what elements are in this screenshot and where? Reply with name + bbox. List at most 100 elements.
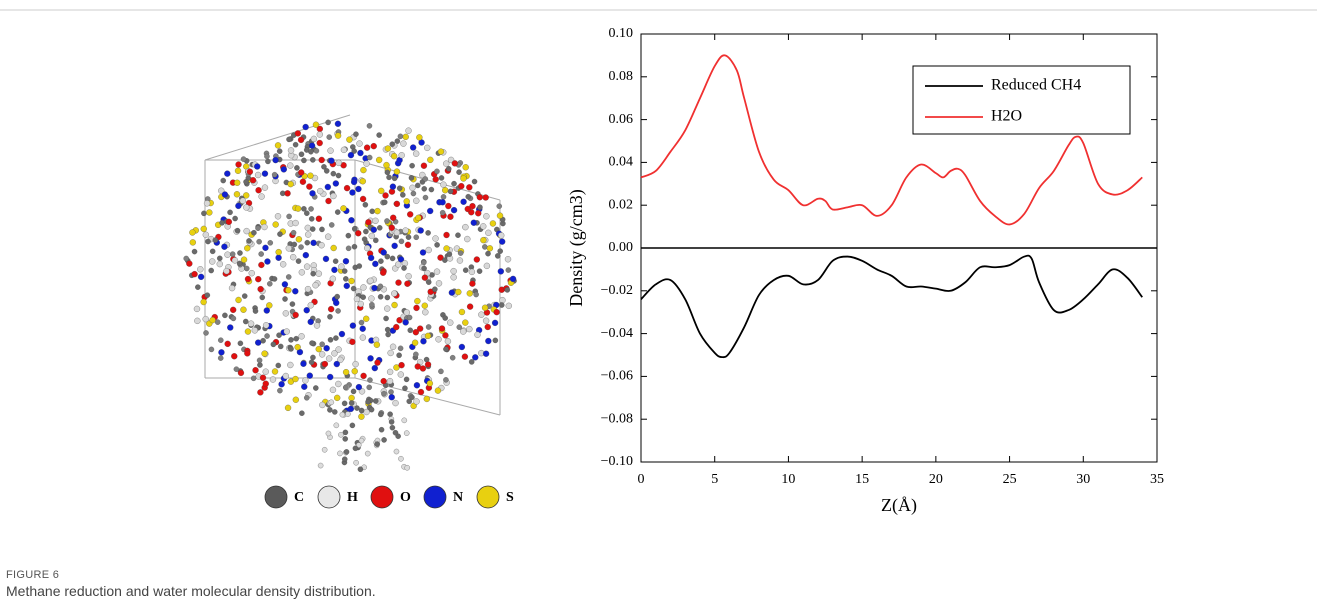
atom (234, 179, 241, 186)
atom (397, 345, 404, 352)
atom (353, 131, 359, 137)
atom (373, 237, 379, 244)
atom (324, 183, 331, 191)
atom (425, 246, 432, 254)
atom (437, 148, 445, 155)
atom (401, 265, 407, 271)
atom (183, 255, 189, 262)
atom (384, 294, 391, 301)
atom (292, 219, 299, 227)
atom (251, 229, 257, 236)
atom (386, 174, 392, 181)
atom (284, 190, 291, 197)
atom (465, 193, 471, 200)
atom (256, 238, 262, 245)
atom (300, 360, 307, 367)
atom (427, 288, 434, 295)
atom (443, 245, 450, 252)
atom (261, 170, 269, 177)
atom (406, 314, 413, 321)
atom (202, 231, 209, 238)
atom (358, 319, 365, 326)
atom (252, 367, 259, 374)
atom (397, 133, 404, 140)
atom (310, 239, 317, 246)
atom (352, 225, 358, 232)
y-tick-label: 0.08 (609, 69, 634, 84)
atom (407, 211, 414, 218)
atom (308, 359, 315, 365)
atom (337, 356, 344, 364)
atom (381, 199, 388, 206)
atom (466, 184, 473, 191)
atom (421, 274, 429, 281)
atom (389, 343, 397, 350)
atom (424, 144, 431, 152)
atom (504, 256, 512, 263)
atom (204, 292, 211, 298)
atom (416, 134, 423, 141)
atom (329, 275, 336, 282)
atom (435, 280, 443, 287)
atom (264, 333, 270, 339)
atom (462, 223, 469, 231)
atom (435, 336, 442, 343)
atom (244, 275, 252, 283)
y-tick-label: 0.04 (609, 155, 634, 170)
atom (335, 172, 342, 179)
atom (414, 297, 421, 305)
atom (403, 376, 410, 383)
atom (251, 327, 258, 334)
atom (360, 166, 367, 174)
atom (391, 290, 398, 297)
atom (231, 353, 238, 360)
atom (424, 361, 432, 368)
atom (458, 308, 466, 316)
atom (292, 141, 299, 148)
atom (400, 140, 407, 147)
y-axis-label: Density (g/cm3) (566, 189, 587, 306)
atom (288, 346, 294, 352)
atom (282, 372, 289, 380)
atom (230, 306, 237, 313)
atom (389, 255, 396, 262)
atom (369, 301, 375, 308)
atom (379, 269, 387, 276)
atom (328, 222, 335, 228)
atom (186, 260, 193, 267)
atom (383, 161, 390, 169)
atom (276, 148, 283, 154)
atom (203, 330, 209, 336)
atom (307, 302, 314, 309)
atom (367, 277, 374, 284)
atom (393, 448, 400, 455)
atom (443, 377, 449, 383)
atom (374, 207, 381, 215)
atom (386, 368, 394, 376)
atom (384, 145, 392, 152)
atom (197, 273, 205, 280)
atom (370, 226, 377, 233)
atom (499, 296, 506, 304)
atom (275, 362, 282, 369)
atom-legend-swatch (317, 485, 341, 509)
atom (267, 240, 274, 246)
atom (428, 186, 435, 193)
atom (438, 368, 444, 375)
atom (257, 285, 264, 293)
atom (371, 364, 378, 372)
x-tick-label: 35 (1150, 472, 1164, 487)
atom (308, 206, 314, 212)
atom (220, 177, 226, 184)
y-tick-label: 0.02 (609, 197, 634, 212)
atom-legend-label: S (506, 490, 514, 505)
atom (292, 375, 299, 383)
atom (422, 194, 429, 201)
atom (310, 270, 316, 277)
atom (287, 147, 295, 154)
atom (250, 375, 257, 382)
atom (342, 369, 350, 376)
atom (316, 131, 323, 138)
atom (427, 156, 434, 163)
atom (299, 178, 307, 185)
